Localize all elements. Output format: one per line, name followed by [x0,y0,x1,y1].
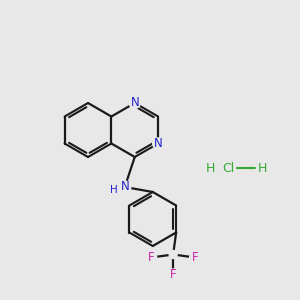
Circle shape [146,252,157,263]
Circle shape [153,138,164,149]
Text: H: H [258,161,267,175]
Circle shape [119,181,131,193]
Circle shape [190,252,201,263]
Text: F: F [192,251,199,264]
Text: H: H [110,185,118,195]
Circle shape [169,250,177,259]
Text: N: N [120,181,129,194]
Text: N: N [154,137,163,150]
Circle shape [168,269,178,280]
Text: F: F [170,268,176,281]
Text: Cl: Cl [222,161,234,175]
Circle shape [109,184,119,194]
Text: N: N [130,97,139,110]
Circle shape [129,98,140,109]
Text: H: H [206,161,215,175]
Text: F: F [148,251,154,264]
